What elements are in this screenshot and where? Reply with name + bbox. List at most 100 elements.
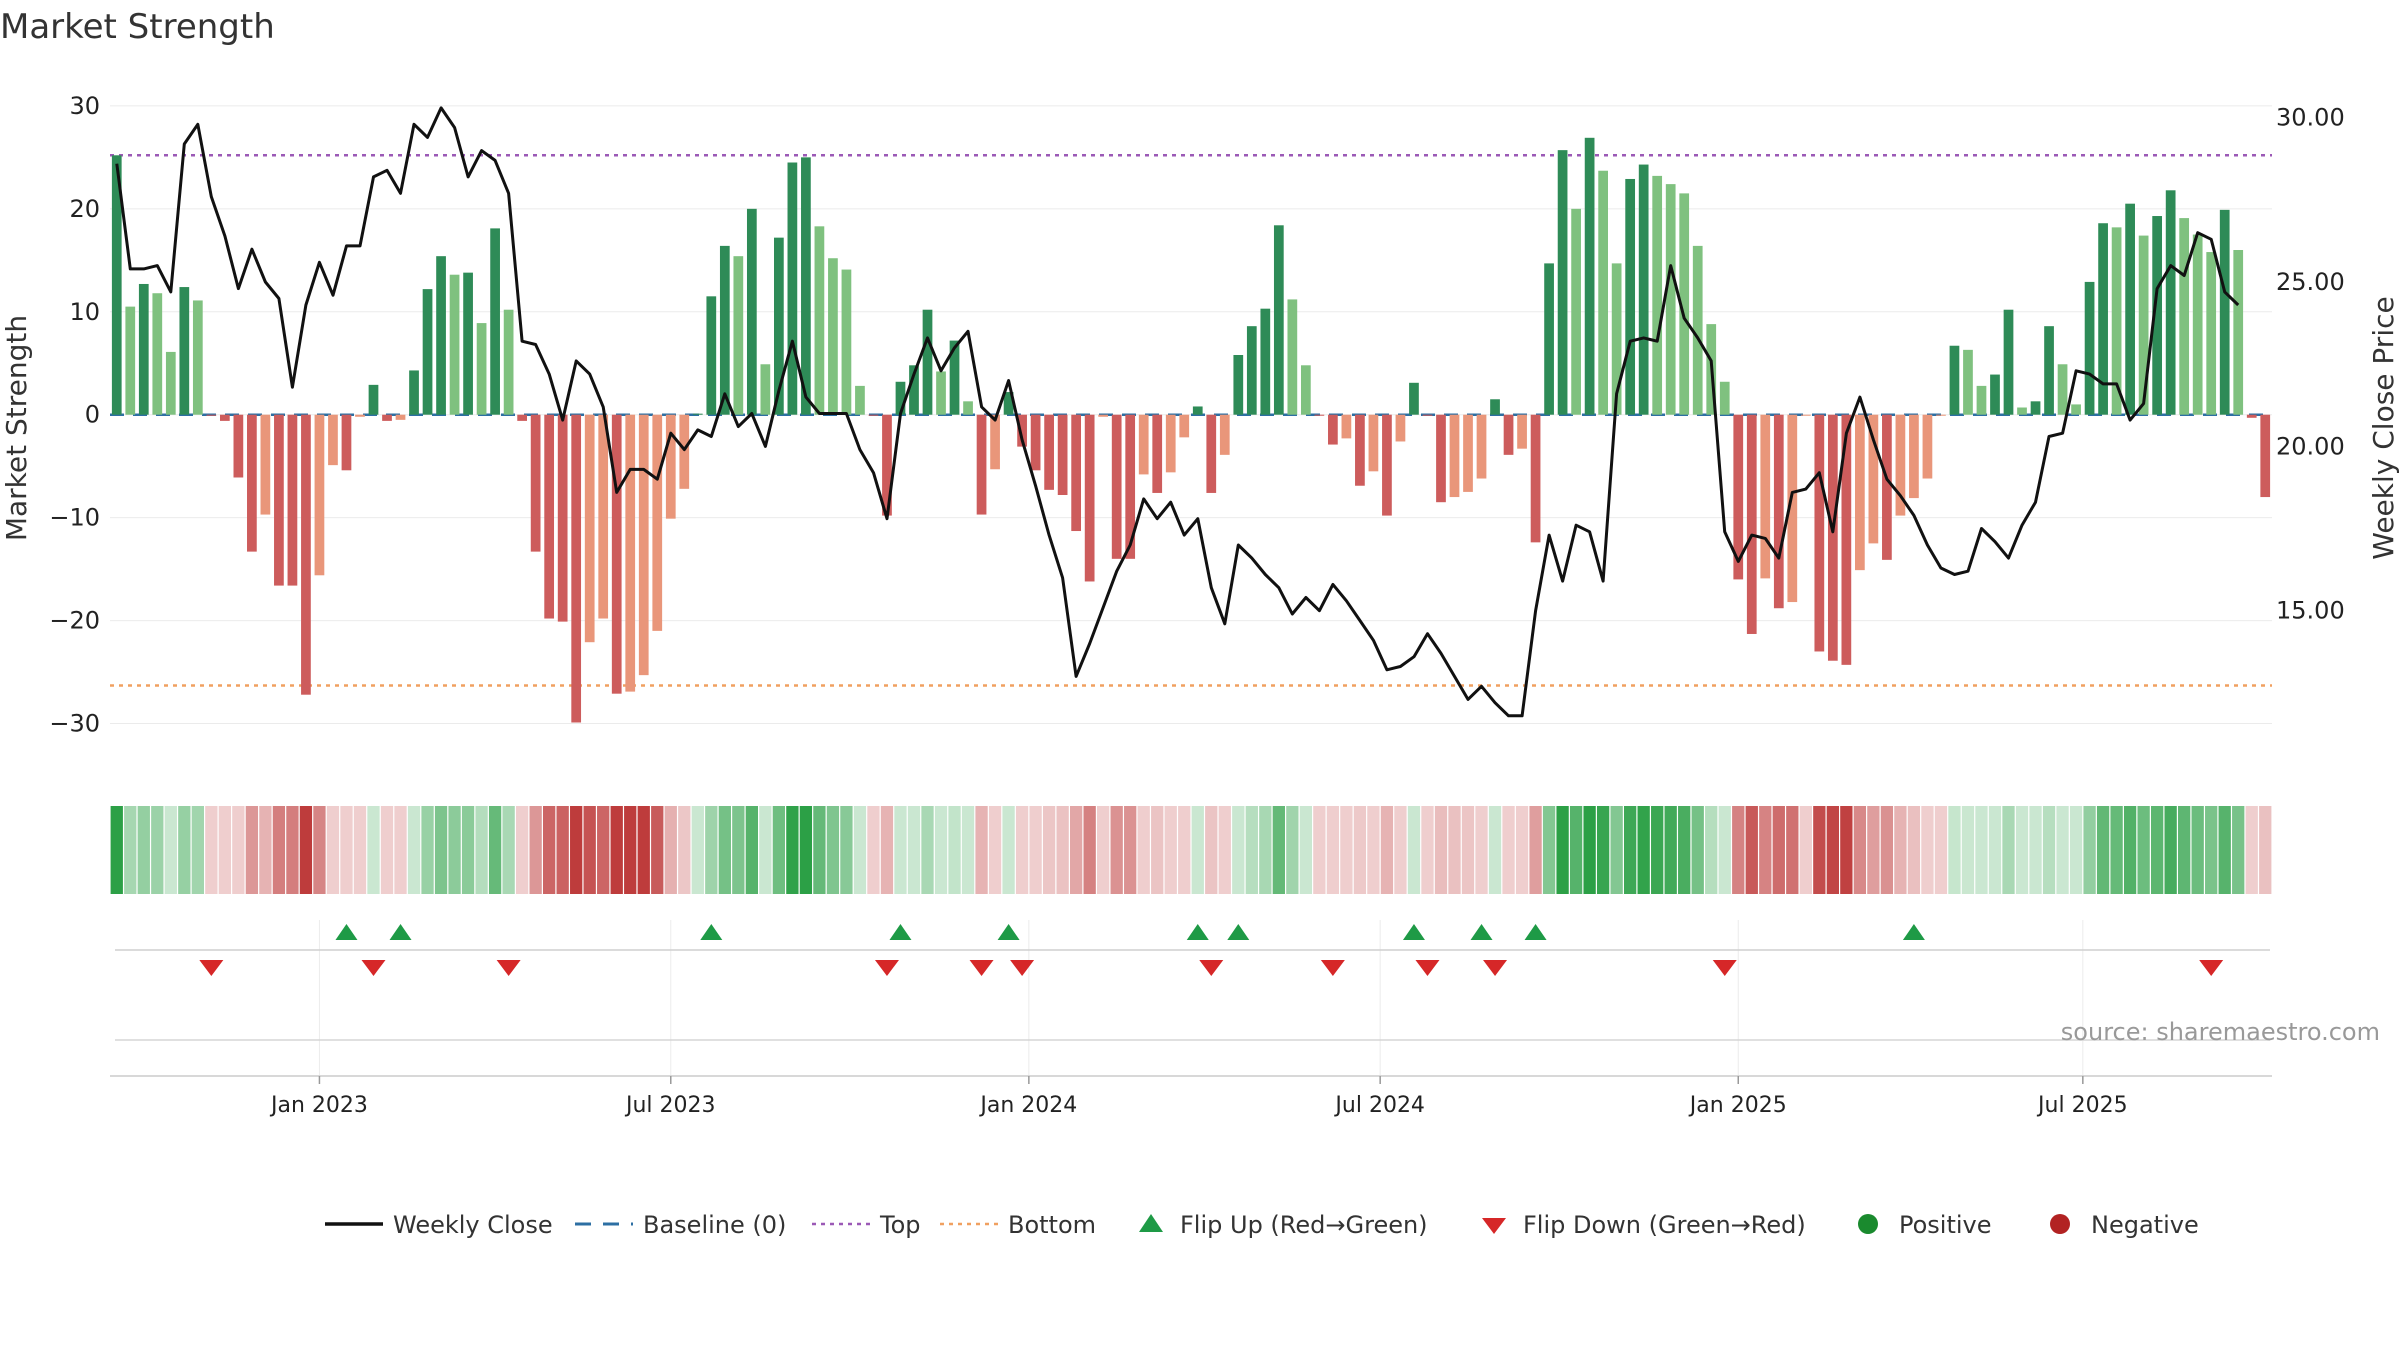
heat-cell xyxy=(1151,806,1164,894)
flip-up-marker xyxy=(1470,924,1493,940)
strength-bar xyxy=(1814,414,1825,652)
heat-cell xyxy=(1718,806,1731,894)
strength-bar xyxy=(247,414,257,552)
flip-down-marker xyxy=(496,960,521,976)
heat-cell xyxy=(313,806,326,894)
strength-bar xyxy=(274,414,284,586)
heat-cell xyxy=(745,806,758,894)
strength-bar xyxy=(1611,263,1622,415)
heat-cell xyxy=(1313,806,1326,894)
heat-cell xyxy=(1610,806,1623,894)
strength-bar xyxy=(1071,414,1082,532)
x-tick-label: Jul 2023 xyxy=(624,1093,716,1118)
strength-bar xyxy=(1192,406,1203,415)
strength-bar xyxy=(2084,281,2095,415)
heat-cell xyxy=(678,806,691,894)
heat-cell xyxy=(1042,806,1056,894)
heat-cell xyxy=(840,806,853,894)
strength-bar xyxy=(611,414,622,694)
legend-label: Positive xyxy=(1899,1211,1992,1239)
strength-bar xyxy=(1895,414,1906,516)
heat-cell xyxy=(961,806,975,894)
strength-bar xyxy=(584,414,595,643)
heat-cell xyxy=(907,806,921,894)
flip-up-marker xyxy=(335,924,358,940)
weekly-close-line xyxy=(115,106,2240,718)
strength-bar xyxy=(706,296,717,415)
flip-down-marker xyxy=(1415,960,1440,976)
strength-bar xyxy=(2192,234,2203,415)
strength-bar xyxy=(314,414,325,576)
heat-cell xyxy=(1110,806,1123,894)
heat-cell xyxy=(1367,806,1380,894)
heat-cell xyxy=(583,806,596,894)
strength-bar xyxy=(1638,164,1649,415)
right-tick-label: 25.00 xyxy=(2276,268,2345,296)
flip-up-marker xyxy=(1902,924,1925,940)
strength-bar xyxy=(1003,392,1014,415)
heat-cell xyxy=(1624,806,1637,894)
right-tick-label: 15.00 xyxy=(2276,597,2345,625)
heat-cell xyxy=(624,806,637,894)
strength-bar xyxy=(1395,414,1406,442)
strength-bar xyxy=(2003,309,2014,415)
strength-bar xyxy=(936,371,946,415)
strength-bar xyxy=(341,414,352,471)
heat-cell xyxy=(597,806,610,894)
strength-bar xyxy=(1517,414,1527,449)
strength-bar xyxy=(1990,374,2000,415)
strength-bar xyxy=(679,414,690,489)
strength-bar xyxy=(1017,414,1027,447)
strength-bar xyxy=(1138,414,1149,475)
heat-cell xyxy=(1299,806,1313,894)
heat-cell xyxy=(2205,806,2218,894)
strength-bar xyxy=(1206,414,1217,493)
flip-up-marker xyxy=(700,924,723,940)
strength-bar xyxy=(665,414,676,519)
strength-bar xyxy=(1584,137,1595,415)
strength-bars xyxy=(111,137,2271,723)
strength-bar xyxy=(1760,414,1771,579)
strength-bar xyxy=(571,414,582,723)
flip-down-marker xyxy=(969,960,994,976)
legend: Weekly Close Baseline (0) Top Bottom Flip Up… xyxy=(325,1211,2199,1239)
strength-bar xyxy=(746,208,757,415)
left-tick-label: −30 xyxy=(49,710,100,738)
strength-bar xyxy=(1679,193,1690,415)
heat-cell xyxy=(1840,806,1853,894)
heat-cell xyxy=(218,806,232,894)
strength-bar xyxy=(868,414,879,416)
heat-cell xyxy=(894,806,907,894)
strength-bar xyxy=(1233,355,1244,415)
x-tick-label: Jul 2024 xyxy=(1333,1093,1425,1118)
strength-bar xyxy=(638,414,649,676)
x-tick-label: Jan 2024 xyxy=(978,1093,1077,1118)
strength-bar xyxy=(1963,349,1973,415)
strength-bar xyxy=(2125,203,2135,415)
heat-cell xyxy=(1907,806,1921,894)
heat-cell xyxy=(867,806,880,894)
heat-cell xyxy=(1137,806,1150,894)
left-axis-ticks: 30 20 10 0 −10 −20 −30 xyxy=(49,92,100,738)
heat-cell xyxy=(2083,806,2096,894)
heat-cell xyxy=(651,806,664,894)
strength-bar xyxy=(436,256,446,415)
heat-cell xyxy=(340,806,353,894)
legend-circle-icon xyxy=(2050,1214,2070,1234)
heat-cell xyxy=(232,806,245,894)
strength-bar xyxy=(2111,227,2122,415)
heat-cell xyxy=(2245,806,2258,894)
strength-bar xyxy=(301,414,311,695)
heat-cell xyxy=(2015,806,2029,894)
strength-bar xyxy=(1976,385,1987,415)
flip-up-marker xyxy=(889,924,912,940)
heat-cell xyxy=(164,806,177,894)
left-tick-label: −10 xyxy=(49,504,100,532)
strength-bar xyxy=(1219,414,1230,455)
strength-bar xyxy=(557,414,568,622)
heat-cell xyxy=(1502,806,1515,894)
strength-bar xyxy=(409,370,419,415)
strength-bar xyxy=(1855,414,1865,571)
strength-bar xyxy=(1503,414,1514,455)
left-tick-label: 20 xyxy=(69,195,100,223)
